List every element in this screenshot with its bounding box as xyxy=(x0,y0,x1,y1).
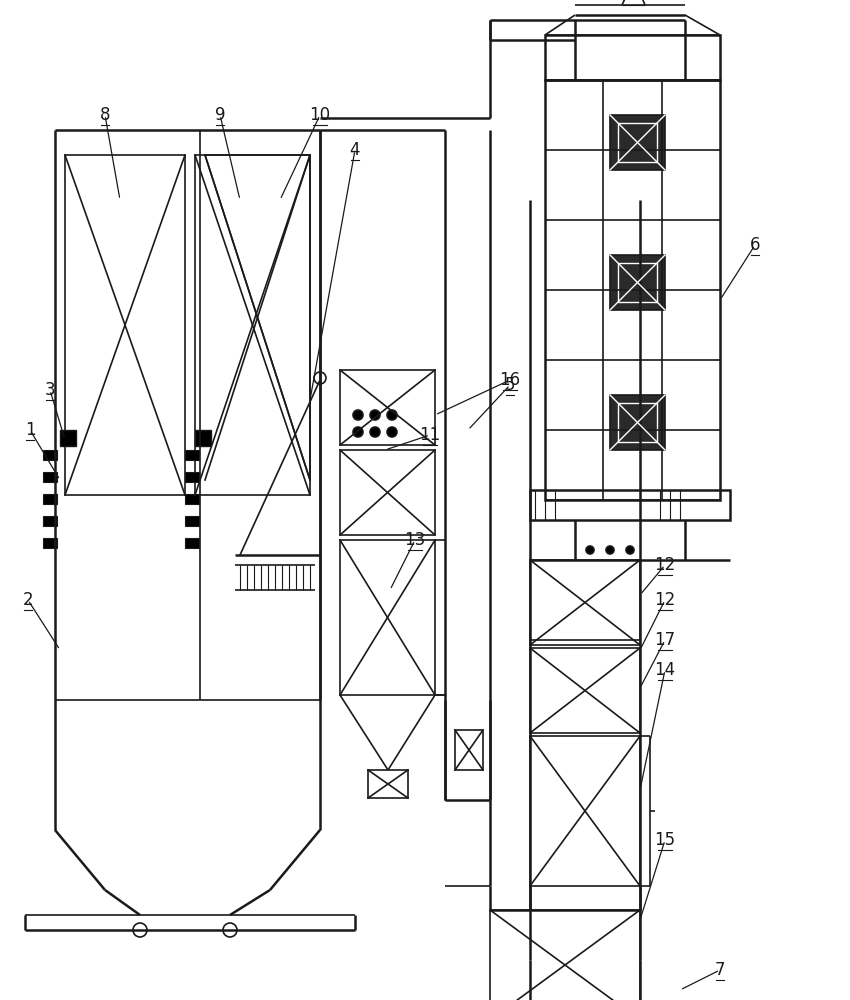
Bar xyxy=(610,395,665,450)
Bar xyxy=(455,730,483,770)
Text: 1: 1 xyxy=(25,421,36,439)
Bar xyxy=(618,403,657,442)
Text: 6: 6 xyxy=(750,236,760,254)
Text: 4: 4 xyxy=(349,141,360,159)
Text: 10: 10 xyxy=(309,106,331,124)
Bar xyxy=(530,490,730,520)
Text: 14: 14 xyxy=(654,661,676,679)
Bar xyxy=(43,494,57,504)
Text: 16: 16 xyxy=(500,371,520,389)
Bar xyxy=(185,516,199,526)
Bar xyxy=(60,430,76,446)
Text: 9: 9 xyxy=(215,106,225,124)
Bar xyxy=(545,80,720,500)
Bar xyxy=(530,736,640,886)
Bar xyxy=(610,115,665,170)
Bar xyxy=(610,255,665,310)
Text: 17: 17 xyxy=(654,631,676,649)
Bar xyxy=(43,538,57,548)
Circle shape xyxy=(606,546,614,554)
Circle shape xyxy=(626,546,634,554)
Bar xyxy=(185,450,199,460)
Circle shape xyxy=(387,427,397,437)
Bar xyxy=(65,155,185,495)
Circle shape xyxy=(370,410,380,420)
Bar xyxy=(195,430,211,446)
Text: 11: 11 xyxy=(419,426,440,444)
Bar xyxy=(43,516,57,526)
Bar xyxy=(368,770,408,798)
Text: 5: 5 xyxy=(505,376,515,394)
Bar xyxy=(490,910,640,1000)
Circle shape xyxy=(586,546,594,554)
Text: 12: 12 xyxy=(654,591,676,609)
Bar xyxy=(618,123,657,162)
Bar xyxy=(195,155,310,495)
Text: 15: 15 xyxy=(654,831,676,849)
Bar xyxy=(340,450,435,535)
Bar xyxy=(530,560,640,645)
Bar xyxy=(340,370,435,445)
Text: 2: 2 xyxy=(23,591,33,609)
Circle shape xyxy=(353,427,363,437)
Circle shape xyxy=(353,410,363,420)
Bar xyxy=(530,648,640,733)
Bar xyxy=(185,472,199,482)
Bar xyxy=(43,450,57,460)
Bar xyxy=(185,538,199,548)
Text: 3: 3 xyxy=(45,381,55,399)
Text: 12: 12 xyxy=(654,556,676,574)
Text: 7: 7 xyxy=(715,961,725,979)
Bar xyxy=(340,540,435,695)
Text: 13: 13 xyxy=(405,531,426,549)
Bar xyxy=(43,472,57,482)
Circle shape xyxy=(387,410,397,420)
Circle shape xyxy=(370,427,380,437)
Bar xyxy=(545,35,720,80)
Bar xyxy=(618,263,657,302)
Bar xyxy=(185,494,199,504)
Text: 8: 8 xyxy=(99,106,110,124)
